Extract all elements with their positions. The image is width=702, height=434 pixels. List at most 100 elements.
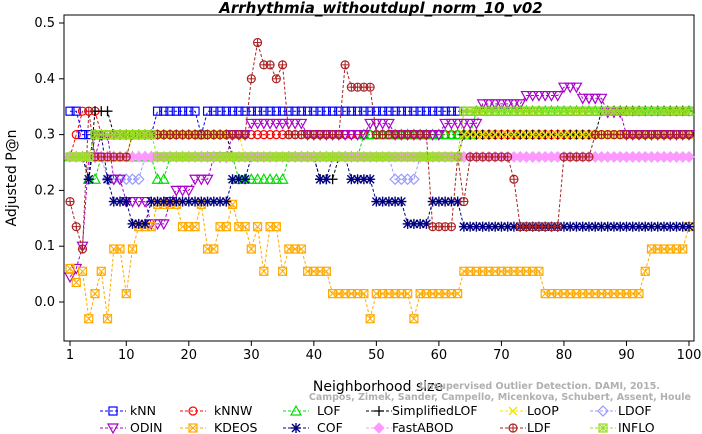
legend-label-odin: ODIN [130,420,163,434]
point-odin [551,90,564,102]
legend-label-knn: kNN [130,403,156,418]
x-tick-label: 50 [368,348,385,363]
legend-marker-inflo [598,423,608,433]
point-odin [489,99,502,111]
point-knn [334,106,344,116]
point-ldf [503,152,513,162]
point-odin [520,90,533,102]
point-inflo [84,152,94,162]
point-knnw [71,130,81,140]
point-inflo [528,106,538,116]
point-odin [289,118,302,130]
point-kdeos [65,263,75,274]
legend-marker-loop [508,406,518,416]
point-inflo [684,106,694,116]
point-kdeos [534,266,544,276]
point-lof [270,173,283,184]
y-tick-label: 0.0 [34,295,55,310]
legend-label-inflo: INFLO [618,420,655,434]
point-cof [684,221,694,232]
legend-marker-kdeos [188,423,198,433]
point-knn [421,106,431,116]
point-ldf [65,196,75,207]
point-ldf [240,130,250,140]
point-odin [276,118,289,130]
point-fastabod [683,151,695,163]
point-odin [532,90,545,102]
point-knn [171,106,181,116]
point-kdeos [252,222,263,232]
point-odin [482,99,495,111]
point-knn [152,106,163,116]
legend-item-fastabod: FastABOD [366,420,454,434]
legend-item-lof: LOF [283,403,341,418]
point-knn [159,106,169,116]
point-odin [445,118,458,130]
point-knn [446,106,457,116]
point-lof [157,173,170,184]
point-ldf [252,37,263,48]
axis-ticks: 0.0 0.1 0.2 0.3 0.4 0.5 1 10 20 30 40 50 60 70 80 90 100 [34,16,701,363]
point-knn [346,106,356,116]
point-knnw [259,130,269,140]
point-knn [221,106,231,116]
point-kdeos [403,289,413,299]
point-kdeos [84,314,94,324]
point-knn [428,106,438,116]
point-ldf [334,130,344,140]
point-odin [170,185,183,197]
series-kdeos [65,199,694,324]
point-kdeos [121,289,131,299]
legend-marker-simplifiedlof [374,406,384,416]
point-kdeos [240,222,250,232]
point-knn [277,106,288,116]
point-cof [140,218,151,229]
point-knn [359,106,369,116]
legend-item-ldof: LDOF [590,403,652,418]
x-tick-label: 30 [243,348,260,363]
series-inflo [65,106,694,162]
point-cof [121,196,132,207]
legend-item-kdeos: KDEOS [180,420,258,434]
point-odin [564,82,577,94]
point-knn [390,106,400,116]
point-odin [376,118,389,130]
point-ldf [265,60,275,70]
point-knn [415,106,425,116]
watermark: Unsupervised Outlier Detection. DAMI, 20… [309,381,691,403]
point-knn [284,106,294,116]
point-kdeos [221,222,231,232]
point-kdeos [634,289,644,299]
point-knn [165,106,175,116]
point-inflo [127,130,138,140]
point-odin [282,118,295,130]
point-odin [476,99,489,111]
point-knn [296,106,306,116]
point-knn [227,106,238,116]
point-cof [102,174,113,185]
point-odin [201,174,214,186]
point-knn [252,106,263,116]
x-tick-label: 100 [677,348,702,363]
point-cof [221,196,232,207]
y-tick-label: 0.3 [34,128,55,143]
legend-label-lof: LOF [317,403,341,418]
point-knn [371,106,381,116]
point-kdeos [678,244,688,254]
point-kdeos [453,289,463,299]
legend: kNN kNNW LOF SimplifiedLOF LoOP LDOF ODIN KDEOS… [100,403,655,434]
point-knn [384,106,394,116]
point-knn [77,130,88,140]
point-odin [432,130,445,141]
watermark-line-2: Campos, Zimek, Sander, Campello, Micenko… [309,392,691,403]
point-knn [259,106,269,116]
point-lof [251,173,264,184]
point-odin [557,82,570,94]
point-odin [595,93,608,105]
legend-label-ldof: LDOF [618,403,652,418]
point-ldf [246,74,256,84]
watermark-line-1: Unsupervised Outlier Detection. DAMI, 20… [419,381,660,392]
legend-item-simplifiedlof: SimplifiedLOF [366,403,478,418]
point-kdeos [640,266,650,276]
